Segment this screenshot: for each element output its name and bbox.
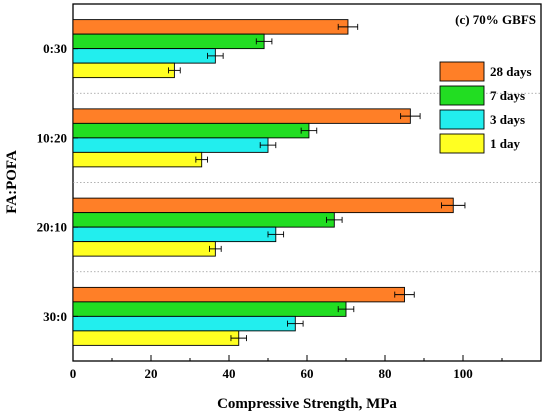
x-tick-label: 60 xyxy=(301,366,314,381)
bar xyxy=(72,286,405,303)
x-tick-label: 80 xyxy=(379,366,392,381)
x-tick-label: 100 xyxy=(453,366,473,381)
bar xyxy=(72,108,411,124)
y-tick-label: 0:30 xyxy=(43,41,67,56)
x-tick-label: 40 xyxy=(223,366,236,381)
bar xyxy=(72,241,216,257)
bar xyxy=(72,48,216,64)
y-tick-label: 10:20 xyxy=(37,130,67,145)
legend-label: 3 days xyxy=(490,112,525,127)
legend-label: 7 days xyxy=(490,88,525,103)
x-tick-label: 0 xyxy=(70,366,77,381)
bar xyxy=(72,301,347,317)
error-bars-layer xyxy=(168,23,466,342)
y-tick-label: 30:0 xyxy=(43,309,67,324)
y-axis-title: FA:POFA xyxy=(4,150,20,214)
chart-annotation: (c) 70% GBFS xyxy=(455,12,536,27)
bar xyxy=(72,33,265,50)
bar xyxy=(72,315,296,332)
y-axis: 0:30 10:20 20:10 30:0 xyxy=(37,41,78,324)
bars-layer xyxy=(72,19,454,346)
bar xyxy=(72,122,310,139)
legend-label: 28 days xyxy=(490,64,532,79)
y-tick-label: 20:10 xyxy=(37,220,67,235)
bar xyxy=(72,212,335,228)
x-tick-label: 20 xyxy=(145,366,158,381)
legend-swatch xyxy=(439,61,485,82)
bar xyxy=(72,197,454,214)
legend-label: 1 day xyxy=(490,136,520,151)
legend-swatch xyxy=(439,85,485,106)
bar xyxy=(72,330,240,346)
legend-swatch xyxy=(439,133,485,154)
bar xyxy=(72,226,277,243)
legend: 28 days 7 days 3 days 1 day xyxy=(439,61,532,154)
bar xyxy=(72,62,175,79)
x-axis-title: Compressive Strength, MPa xyxy=(217,396,397,412)
x-axis: 0 20 40 60 80 100 xyxy=(70,355,503,381)
bar xyxy=(72,151,203,168)
bar xyxy=(72,137,269,153)
legend-swatch xyxy=(439,109,485,130)
bar xyxy=(72,19,349,35)
